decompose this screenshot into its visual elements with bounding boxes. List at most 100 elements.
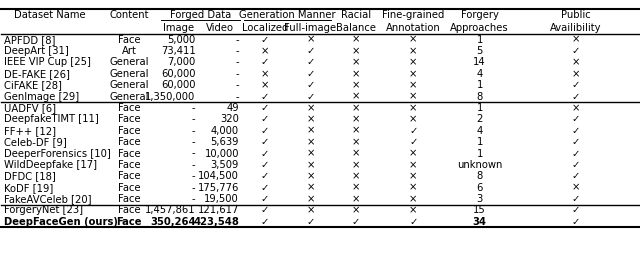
Text: General: General [109, 80, 149, 90]
Text: -: - [236, 80, 239, 90]
Text: ✓: ✓ [409, 217, 417, 227]
Text: ✓: ✓ [572, 217, 580, 227]
Text: Forgery: Forgery [461, 10, 499, 20]
Text: ×: × [409, 183, 417, 193]
Text: ×: × [306, 194, 315, 204]
Text: ✓: ✓ [306, 69, 315, 79]
Text: Localized: Localized [242, 23, 288, 33]
Text: 5,639: 5,639 [211, 137, 239, 147]
Text: General: General [109, 57, 149, 68]
Text: ×: × [409, 194, 417, 204]
Text: ×: × [351, 148, 360, 159]
Text: -: - [236, 35, 239, 45]
Text: ✓: ✓ [261, 171, 269, 181]
Text: ×: × [409, 57, 417, 68]
Text: ✓: ✓ [572, 205, 580, 215]
Text: ×: × [572, 183, 580, 193]
Text: Face: Face [118, 205, 141, 215]
Text: Face: Face [118, 148, 141, 159]
Text: 121,617: 121,617 [198, 205, 239, 215]
Text: Approaches: Approaches [451, 23, 509, 33]
Text: FakeAVCeleb [20]: FakeAVCeleb [20] [4, 194, 92, 204]
Text: ×: × [572, 57, 580, 68]
Text: IEEE VIP Cup [25]: IEEE VIP Cup [25] [4, 57, 91, 68]
Text: ×: × [409, 205, 417, 215]
Text: Face: Face [118, 114, 141, 124]
Text: ×: × [409, 103, 417, 113]
Text: ✓: ✓ [306, 80, 315, 90]
Text: 320: 320 [220, 114, 239, 124]
Text: ×: × [306, 103, 315, 113]
Text: ✓: ✓ [572, 148, 580, 159]
Text: 8: 8 [477, 92, 483, 102]
Text: ✓: ✓ [409, 137, 417, 147]
Text: Full-image: Full-image [284, 23, 337, 33]
Text: GenImage [29]: GenImage [29] [4, 92, 79, 102]
Text: Face: Face [118, 35, 141, 45]
Text: Face: Face [118, 171, 141, 181]
Text: 1,350,000: 1,350,000 [145, 92, 195, 102]
Text: ×: × [306, 35, 315, 45]
Text: ×: × [409, 69, 417, 79]
Text: 8: 8 [477, 171, 483, 181]
Text: 1: 1 [476, 137, 483, 147]
Text: ×: × [351, 57, 360, 68]
Text: -: - [192, 160, 195, 170]
Text: ×: × [572, 103, 580, 113]
Text: 3: 3 [477, 194, 483, 204]
Text: -: - [192, 194, 195, 204]
Text: Face: Face [116, 217, 142, 227]
Text: ✓: ✓ [261, 217, 269, 227]
Text: ×: × [351, 171, 360, 181]
Text: 5: 5 [476, 46, 483, 56]
Text: CiFAKE [28]: CiFAKE [28] [4, 80, 62, 90]
Text: ×: × [351, 137, 360, 147]
Text: ✓: ✓ [351, 217, 360, 227]
Text: ✓: ✓ [306, 46, 315, 56]
Text: -: - [192, 114, 195, 124]
Text: APFDD [8]: APFDD [8] [4, 35, 55, 45]
Text: ✓: ✓ [261, 35, 269, 45]
Text: ×: × [351, 194, 360, 204]
Text: ✓: ✓ [306, 92, 315, 102]
Text: ×: × [306, 114, 315, 124]
Text: -: - [192, 183, 195, 193]
Text: KoDF [19]: KoDF [19] [4, 183, 53, 193]
Text: 6: 6 [476, 183, 483, 193]
Text: Art: Art [122, 46, 137, 56]
Text: ✓: ✓ [261, 103, 269, 113]
Text: ×: × [572, 35, 580, 45]
Text: Face: Face [118, 137, 141, 147]
Text: ✓: ✓ [261, 194, 269, 204]
Text: 10,000: 10,000 [204, 148, 239, 159]
Text: 175,776: 175,776 [198, 183, 239, 193]
Text: -: - [236, 69, 239, 79]
Text: ×: × [409, 160, 417, 170]
Text: ×: × [409, 35, 417, 45]
Text: Video: Video [206, 23, 234, 33]
Text: ✓: ✓ [261, 205, 269, 215]
Text: 1: 1 [476, 35, 483, 45]
Text: -: - [192, 171, 195, 181]
Text: ✓: ✓ [572, 137, 580, 147]
Text: ×: × [351, 160, 360, 170]
Text: ✓: ✓ [572, 80, 580, 90]
Text: ×: × [351, 103, 360, 113]
Text: DeeperForensics [10]: DeeperForensics [10] [4, 148, 111, 159]
Text: ×: × [351, 92, 360, 102]
Text: 60,000: 60,000 [161, 69, 195, 79]
Text: ×: × [351, 126, 360, 136]
Text: DeepfakeTIMT [11]: DeepfakeTIMT [11] [4, 114, 99, 124]
Text: ×: × [306, 171, 315, 181]
Text: 7,000: 7,000 [167, 57, 195, 68]
Text: -: - [192, 103, 195, 113]
Text: 1: 1 [476, 103, 483, 113]
Text: ✓: ✓ [306, 217, 315, 227]
Text: WildDeepfake [17]: WildDeepfake [17] [4, 160, 97, 170]
Text: Face: Face [118, 183, 141, 193]
Text: ×: × [409, 92, 417, 102]
Text: ✓: ✓ [572, 160, 580, 170]
Text: unknown: unknown [457, 160, 502, 170]
Text: 1,457,861: 1,457,861 [145, 205, 195, 215]
Text: 1: 1 [476, 80, 483, 90]
